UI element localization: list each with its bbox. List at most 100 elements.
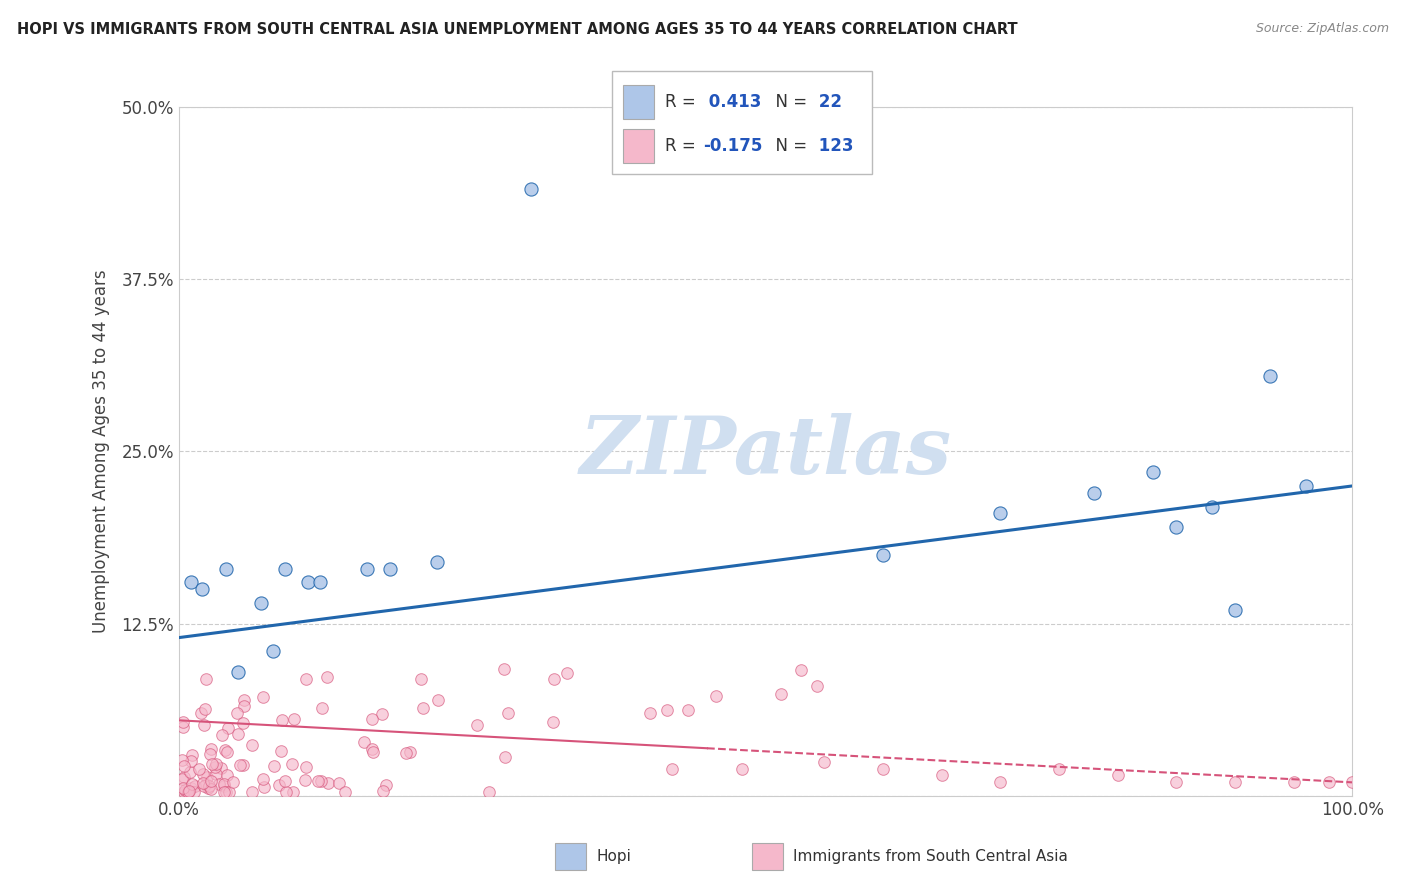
Text: N =: N = xyxy=(765,93,813,111)
Point xyxy=(232,699,254,714)
Point xyxy=(198,747,221,762)
Point xyxy=(180,575,202,590)
Point xyxy=(283,712,305,726)
Point xyxy=(181,747,204,762)
Point xyxy=(269,778,291,792)
Point xyxy=(180,754,202,768)
Point xyxy=(173,759,195,773)
Point xyxy=(208,777,231,791)
Point xyxy=(1317,775,1340,789)
Point xyxy=(1166,775,1188,789)
Point xyxy=(172,720,194,734)
Point xyxy=(228,726,250,740)
Point xyxy=(1047,762,1070,776)
Point xyxy=(1166,520,1188,534)
Point xyxy=(1201,500,1223,514)
Point xyxy=(1142,465,1164,479)
Point xyxy=(253,780,276,794)
Point xyxy=(212,780,235,794)
Point xyxy=(194,702,217,716)
Point xyxy=(215,562,238,576)
Point xyxy=(205,756,228,771)
Point xyxy=(218,785,240,799)
Point xyxy=(409,672,432,686)
Point xyxy=(426,555,449,569)
Text: HOPI VS IMMIGRANTS FROM SOUTH CENTRAL ASIA UNEMPLOYMENT AMONG AGES 35 TO 44 YEAR: HOPI VS IMMIGRANTS FROM SOUTH CENTRAL AS… xyxy=(17,22,1018,37)
Point xyxy=(180,777,202,791)
Point xyxy=(555,666,578,681)
Point xyxy=(281,756,304,771)
Point xyxy=(173,785,195,799)
Point xyxy=(1083,485,1105,500)
Point xyxy=(217,721,239,735)
Point xyxy=(813,755,835,769)
Point xyxy=(229,758,252,772)
Point xyxy=(790,663,813,677)
Point xyxy=(212,785,235,799)
Point xyxy=(1107,768,1129,782)
Y-axis label: Unemployment Among Ages 35 to 44 years: Unemployment Among Ages 35 to 44 years xyxy=(93,269,110,633)
Point xyxy=(197,780,219,795)
Point xyxy=(1341,775,1364,789)
Point xyxy=(173,783,195,797)
Point xyxy=(931,768,953,782)
Point xyxy=(273,774,295,789)
Point xyxy=(276,785,298,799)
Point xyxy=(520,182,543,196)
Point xyxy=(360,712,382,726)
Point xyxy=(195,770,218,784)
Point xyxy=(232,757,254,772)
Point xyxy=(215,785,238,799)
Point xyxy=(1295,479,1317,493)
Point xyxy=(395,746,418,760)
Point xyxy=(872,548,894,562)
Point xyxy=(193,776,215,790)
Point xyxy=(492,662,515,676)
Point xyxy=(478,785,501,799)
Point xyxy=(370,707,392,722)
Point xyxy=(193,718,215,732)
Point xyxy=(1223,775,1246,789)
Point xyxy=(294,772,316,787)
Point xyxy=(205,767,228,781)
Point xyxy=(232,716,254,731)
Point xyxy=(209,761,232,775)
Point xyxy=(398,746,420,760)
Point xyxy=(315,670,337,684)
Point xyxy=(373,783,395,797)
Point xyxy=(1260,368,1282,383)
Text: Hopi: Hopi xyxy=(596,849,631,863)
Text: R =: R = xyxy=(665,93,702,111)
Point xyxy=(200,742,222,756)
Point xyxy=(198,779,221,793)
Point xyxy=(328,775,350,789)
Point xyxy=(308,575,330,590)
Text: Immigrants from South Central Asia: Immigrants from South Central Asia xyxy=(793,849,1069,863)
Point xyxy=(311,700,333,714)
Point xyxy=(412,700,434,714)
Point xyxy=(232,693,254,707)
Point xyxy=(252,690,274,705)
Point xyxy=(270,743,292,757)
Point xyxy=(188,762,211,776)
Point xyxy=(204,760,226,774)
Point xyxy=(465,717,488,731)
Point xyxy=(172,780,194,795)
Point xyxy=(307,774,329,789)
Point xyxy=(661,762,683,776)
Point xyxy=(541,715,564,730)
Point xyxy=(498,706,520,720)
Point xyxy=(240,785,263,799)
Text: R =: R = xyxy=(665,137,702,155)
Point xyxy=(361,746,384,760)
Point xyxy=(190,706,212,721)
Point xyxy=(356,562,378,576)
Point xyxy=(179,765,201,780)
Point xyxy=(273,562,295,576)
Point xyxy=(374,778,396,792)
Point xyxy=(990,507,1012,521)
Point xyxy=(172,753,194,767)
Text: 0.413: 0.413 xyxy=(703,93,762,111)
Point xyxy=(297,575,319,590)
Point xyxy=(176,785,198,799)
